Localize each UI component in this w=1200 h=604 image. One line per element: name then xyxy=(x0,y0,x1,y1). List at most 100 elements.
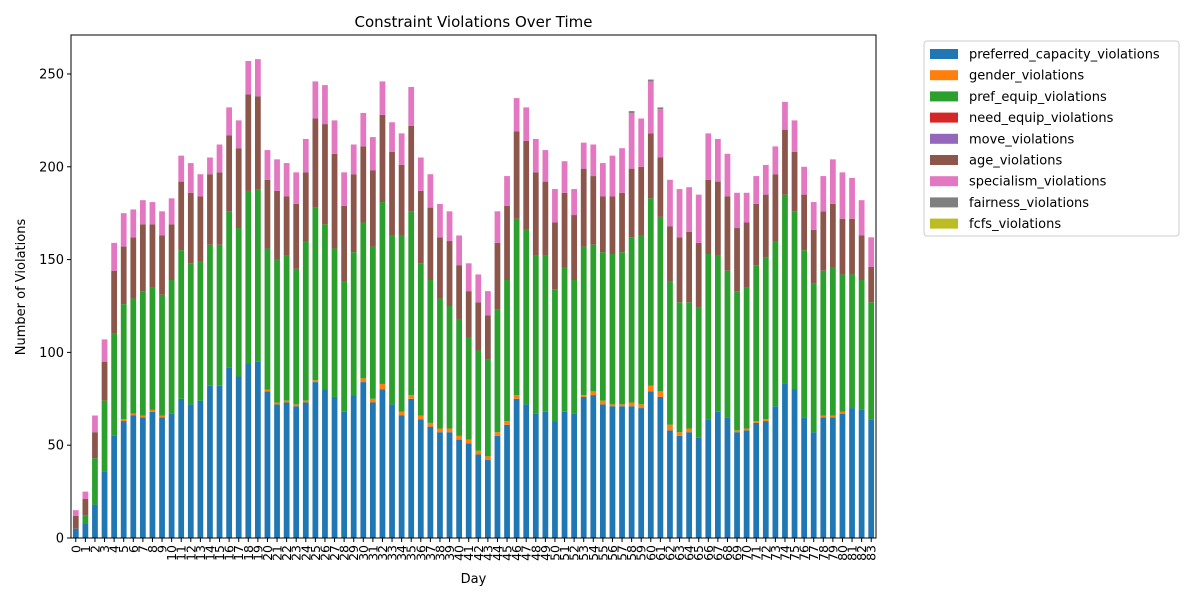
bar-segment-specialism-violations-day-53 xyxy=(580,142,587,169)
bar-segment-specialism-violations-day-14 xyxy=(207,157,213,175)
bar-segment-pref-equip-violations-day-52 xyxy=(571,280,577,414)
bar-segment-age-violations-day-40 xyxy=(456,265,462,319)
bar-segment-preferred-capacity-violations-day-28 xyxy=(341,411,347,538)
bar-segment-specialism-violations-day-60 xyxy=(647,81,654,134)
bar-segment-fairness-violations-day-58 xyxy=(628,111,635,113)
bar-segment-specialism-violations-day-24 xyxy=(302,138,309,173)
bar-segment-specialism-violations-day-56 xyxy=(609,155,616,197)
bar-segment-pref-equip-violations-day-13 xyxy=(197,261,204,401)
bar-segment-age-violations-day-20 xyxy=(264,179,271,249)
bar-segment-gender-violations-day-42 xyxy=(475,450,482,455)
x-tick-label: 64 xyxy=(682,545,697,561)
x-tick-label: 80 xyxy=(835,545,850,561)
bar-segment-pref-equip-violations-day-16 xyxy=(226,211,232,368)
bar-segment-gender-violations-day-21 xyxy=(274,402,280,405)
bar-segment-age-violations-day-21 xyxy=(274,190,280,260)
bar-segment-preferred-capacity-violations-day-2 xyxy=(92,504,98,538)
bar-segment-preferred-capacity-violations-day-41 xyxy=(465,443,472,538)
x-tick-label: 68 xyxy=(720,545,735,561)
bar-segment-preferred-capacity-violations-day-58 xyxy=(628,406,635,538)
x-tick-label: 70 xyxy=(739,545,754,561)
bar-segment-pref-equip-violations-day-51 xyxy=(561,267,568,412)
bar-segment-pref-equip-violations-day-64 xyxy=(686,302,692,429)
x-tick-label: 21 xyxy=(270,545,285,561)
bar-segment-specialism-violations-day-25 xyxy=(312,81,319,119)
bar-segment-pref-equip-violations-day-61 xyxy=(657,216,664,392)
x-tick-label: 38 xyxy=(432,545,447,561)
x-tick-label: 18 xyxy=(241,545,256,561)
bar-segment-age-violations-day-45 xyxy=(504,205,510,280)
x-tick-label: 36 xyxy=(413,545,428,561)
x-tick-label: 63 xyxy=(672,545,687,561)
x-tick-label: 31 xyxy=(365,545,380,561)
bar-segment-specialism-violations-day-0 xyxy=(72,510,79,516)
bar-segment-pref-equip-violations-day-42 xyxy=(475,350,482,451)
bar-segment-specialism-violations-day-13 xyxy=(197,174,204,197)
bar-segment-preferred-capacity-violations-day-52 xyxy=(571,413,577,538)
bar-segment-specialism-violations-day-50 xyxy=(552,189,558,223)
x-tick-label: 35 xyxy=(404,545,419,561)
bar-segment-specialism-violations-day-16 xyxy=(226,107,232,136)
x-tick-label: 72 xyxy=(758,545,773,561)
bar-segment-preferred-capacity-violations-day-0 xyxy=(72,528,79,538)
legend-label-gender-violations: gender_violations xyxy=(969,69,1084,84)
bar-segment-preferred-capacity-violations-day-64 xyxy=(686,432,692,538)
bar-segment-preferred-capacity-violations-day-82 xyxy=(858,409,865,538)
legend-label-specialism-violations: specialism_violations xyxy=(969,175,1107,190)
bar-segment-pref-equip-violations-day-66 xyxy=(705,254,712,420)
bar-segment-gender-violations-day-72 xyxy=(762,419,769,422)
x-tick-label: 5 xyxy=(116,545,131,553)
bar-segment-specialism-violations-day-51 xyxy=(561,161,568,193)
bar-segment-specialism-violations-day-58 xyxy=(628,112,635,169)
bar-segment-preferred-capacity-violations-day-49 xyxy=(542,411,549,538)
x-tick-label: 20 xyxy=(260,545,275,561)
bar-segment-pref-equip-violations-day-20 xyxy=(264,248,271,390)
y-tick-label: 50 xyxy=(47,439,64,454)
bar-segment-gender-violations-day-80 xyxy=(839,411,846,414)
bar-segment-pref-equip-violations-day-50 xyxy=(552,289,558,422)
bar-segment-age-violations-day-26 xyxy=(322,124,328,225)
legend-label-move-violations: move_violations xyxy=(969,132,1075,147)
bar-segment-preferred-capacity-violations-day-42 xyxy=(475,454,482,538)
bar-segment-preferred-capacity-violations-day-36 xyxy=(417,419,424,538)
bar-segment-pref-equip-violations-day-25 xyxy=(312,207,319,381)
bar-segment-preferred-capacity-violations-day-23 xyxy=(293,406,300,538)
bar-segment-gender-violations-day-5 xyxy=(120,419,127,422)
bar-segment-age-violations-day-17 xyxy=(235,148,242,229)
x-tick-label: 71 xyxy=(749,545,764,561)
bar-segment-specialism-violations-day-18 xyxy=(245,60,252,95)
x-tick-label: 34 xyxy=(394,545,409,561)
y-tick-label: 200 xyxy=(39,160,64,175)
bar-segment-gender-violations-day-40 xyxy=(456,435,462,440)
bar-segment-age-violations-day-13 xyxy=(197,196,204,262)
bar-segment-specialism-violations-day-42 xyxy=(475,274,482,303)
bar-segment-age-violations-day-68 xyxy=(724,196,731,271)
bar-segment-age-violations-day-75 xyxy=(791,151,798,212)
bar-segment-gender-violations-day-60 xyxy=(647,385,654,392)
x-tick-label: 6 xyxy=(126,545,141,553)
bar-segment-pref-equip-violations-day-60 xyxy=(647,198,654,386)
bar-segment-gender-violations-day-23 xyxy=(293,404,300,407)
bar-segment-gender-violations-day-6 xyxy=(130,413,137,416)
bar-segment-preferred-capacity-violations-day-10 xyxy=(168,413,175,538)
bar-segment-age-violations-day-61 xyxy=(657,157,664,217)
bar-segment-age-violations-day-19 xyxy=(255,96,261,190)
bar-segment-pref-equip-violations-day-71 xyxy=(753,265,760,422)
bar-segment-pref-equip-violations-day-70 xyxy=(743,287,750,429)
bar-segment-specialism-violations-day-47 xyxy=(523,107,530,141)
y-tick-label: 100 xyxy=(39,346,64,361)
bar-segment-age-violations-day-39 xyxy=(446,241,453,306)
bar-segment-age-violations-day-0 xyxy=(72,515,79,529)
x-tick-label: 43 xyxy=(480,545,495,561)
bar-segment-age-violations-day-43 xyxy=(485,315,491,360)
bar-segment-age-violations-day-14 xyxy=(207,174,213,245)
bar-segment-pref-equip-violations-day-38 xyxy=(437,298,443,429)
bar-segment-specialism-violations-day-12 xyxy=(187,163,194,193)
bar-segment-age-violations-day-23 xyxy=(293,203,300,269)
bar-segment-age-violations-day-62 xyxy=(667,226,673,282)
x-tick-label: 37 xyxy=(423,545,438,561)
legend-label-fcfs-violations: fcfs_violations xyxy=(969,217,1061,232)
bar-segment-specialism-violations-day-8 xyxy=(149,202,156,225)
x-tick-label: 4 xyxy=(107,545,122,553)
bar-segment-specialism-violations-day-21 xyxy=(274,159,280,191)
